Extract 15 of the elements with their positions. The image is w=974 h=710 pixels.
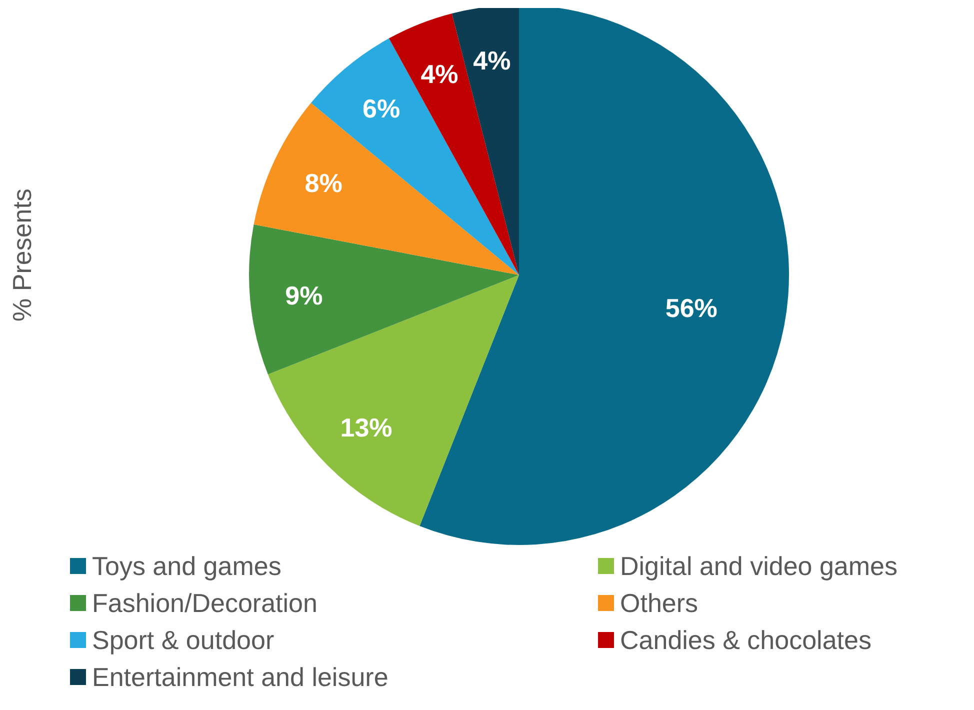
legend-label: Entertainment and leisure bbox=[92, 662, 388, 692]
text: % Presents bbox=[7, 188, 37, 322]
data-label: 9% bbox=[285, 280, 323, 310]
data-label: 4% bbox=[420, 59, 458, 90]
data-label: 56% bbox=[665, 292, 718, 323]
data-label: 4% bbox=[473, 46, 511, 76]
legend-label: Sport & outdoor bbox=[92, 625, 274, 655]
data-label: 8% bbox=[304, 168, 342, 198]
legend-label: Others bbox=[620, 588, 698, 618]
legend-label: Fashion/Decoration bbox=[92, 588, 318, 618]
legend-label: Toys and games bbox=[92, 551, 282, 581]
legend-label: Digital and video games bbox=[620, 551, 898, 581]
data-label: 6% bbox=[362, 94, 400, 124]
data-label: 13% bbox=[340, 412, 392, 443]
legend-label: Candies & chocolates bbox=[620, 625, 872, 655]
